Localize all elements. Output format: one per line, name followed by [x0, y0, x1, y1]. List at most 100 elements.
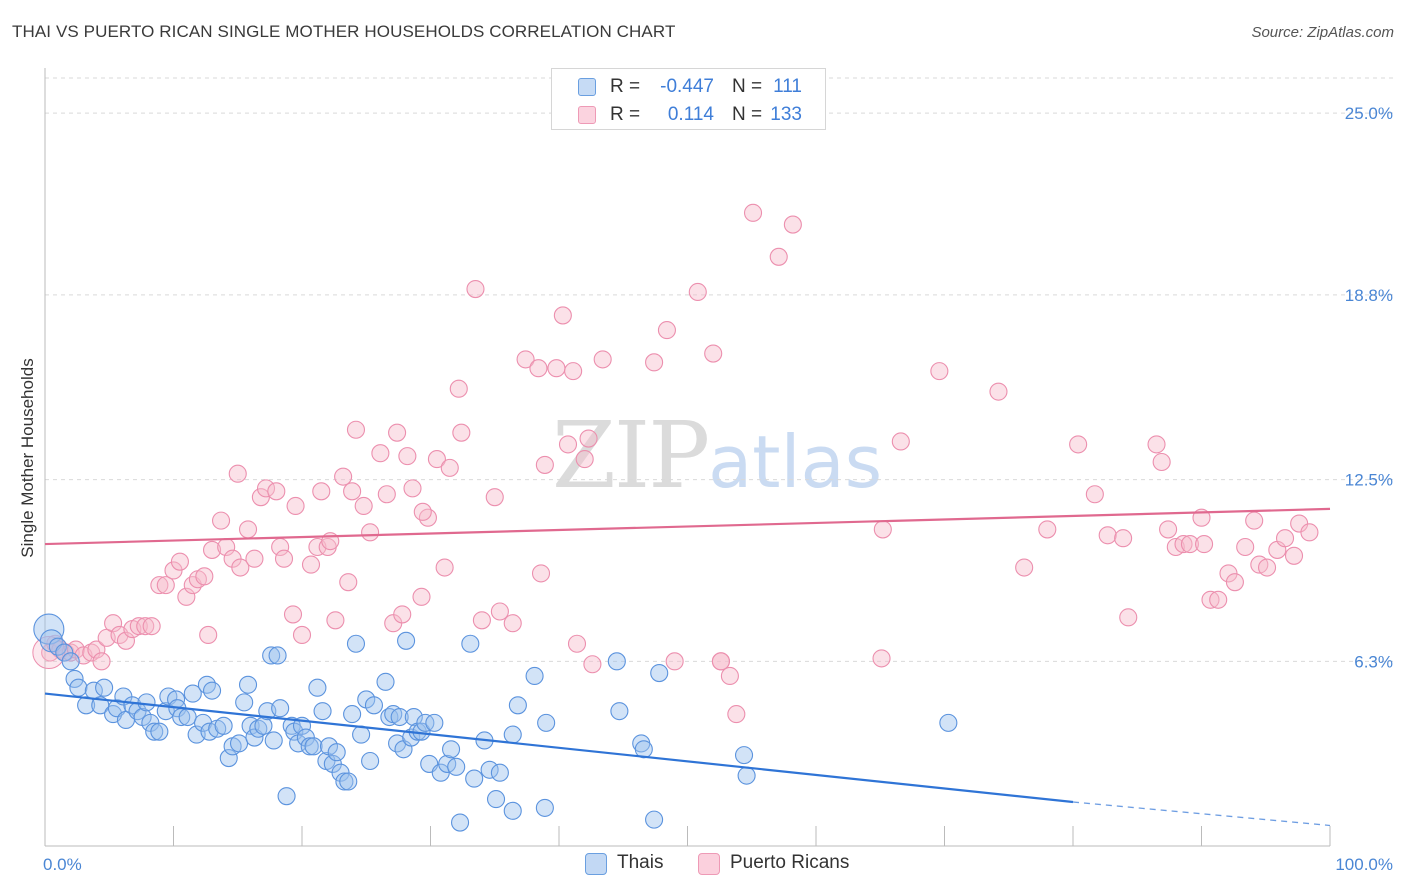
- puerto-ricans-point: [1147, 435, 1166, 454]
- puerto-ricans-point: [529, 359, 548, 378]
- puerto-ricans-swatch: [698, 853, 720, 875]
- puerto-ricans-point: [989, 382, 1008, 401]
- thais-trend-extension: [1072, 801, 1331, 827]
- thais-point: [95, 678, 114, 697]
- puerto-ricans-point: [547, 359, 566, 378]
- puerto-ricans-point: [472, 611, 491, 630]
- grid-lines: [45, 77, 1395, 662]
- puerto-ricans-point: [688, 282, 707, 302]
- thais-point: [650, 664, 669, 683]
- puerto-ricans-point: [231, 558, 250, 577]
- puerto-ricans-point: [156, 576, 175, 595]
- thais-point: [390, 707, 409, 727]
- puerto-ricans-point: [371, 444, 390, 463]
- thais-point: [203, 681, 222, 700]
- puerto-ricans-point: [531, 564, 551, 583]
- puerto-ricans-point: [1300, 523, 1319, 542]
- puerto-ricans-point: [1174, 535, 1193, 554]
- thais-point: [376, 672, 395, 691]
- thais-point: [137, 693, 156, 712]
- puerto-ricans-point: [567, 634, 587, 653]
- puerto-ricans-point: [727, 705, 746, 724]
- thais-point: [123, 696, 142, 715]
- puerto-ricans-point: [1201, 590, 1220, 609]
- trend-lines: [44, 507, 1331, 827]
- r-value: -0.447: [660, 76, 714, 97]
- thais-swatch: [578, 78, 596, 96]
- puerto-ricans-point: [377, 485, 396, 504]
- axes: [44, 68, 1331, 847]
- thais-point: [734, 746, 754, 765]
- thais-point: [645, 810, 664, 829]
- thais-point: [145, 722, 164, 741]
- puerto-ricans-point: [1085, 485, 1104, 504]
- thais-point: [150, 722, 169, 741]
- puerto-ricans-point: [449, 379, 468, 398]
- thais-point: [425, 713, 444, 732]
- puerto-ricans-point: [720, 666, 739, 686]
- thais-point: [346, 634, 366, 653]
- puerto-ricans-point: [1098, 526, 1117, 545]
- puerto-ricans-point: [199, 625, 218, 644]
- puerto-ricans-point: [490, 602, 509, 621]
- puerto-ricans-point: [87, 640, 106, 659]
- thais-point: [65, 669, 84, 688]
- thais-point: [268, 646, 287, 665]
- puerto-ricans-point: [440, 458, 459, 477]
- puerto-ricans-point: [1209, 590, 1228, 609]
- zipatlas-watermark: ZIPatlas: [552, 402, 882, 509]
- puerto-ricans-point: [116, 631, 136, 650]
- puerto-ricans-point: [286, 496, 305, 516]
- thais-point: [264, 731, 283, 750]
- legend-row-thais: R = -0.447 N = 111: [552, 73, 825, 101]
- puerto-ricans-point: [485, 488, 504, 507]
- puerto-ricans-point: [466, 280, 485, 299]
- n-value: 133: [770, 104, 802, 125]
- puerto-ricans-point: [452, 423, 471, 442]
- puerto-ricans-point: [251, 488, 270, 507]
- thais-point: [503, 725, 522, 744]
- puerto-ricans-point: [150, 576, 169, 595]
- thais-point: [229, 734, 249, 753]
- thais-point: [404, 707, 423, 727]
- puerto-ricans-point: [1180, 535, 1199, 554]
- thais-trend-line: [44, 692, 1074, 804]
- puerto-ricans-point: [326, 611, 345, 630]
- puerto-ricans-point: [1195, 535, 1214, 554]
- puerto-ricans-point: [228, 464, 247, 483]
- puerto-ricans-point: [711, 652, 730, 671]
- puerto-ricans-point: [393, 605, 412, 624]
- thais-point: [214, 716, 233, 735]
- y-tick-label: 6.3%: [1354, 652, 1393, 671]
- puerto-ricans-point: [1284, 546, 1304, 565]
- puerto-ricans-point: [743, 203, 763, 222]
- thais-point: [352, 725, 371, 744]
- thais-point: [525, 666, 544, 686]
- thais-point: [447, 757, 466, 776]
- watermark-zip: ZIP: [552, 402, 710, 509]
- thais-point: [313, 702, 332, 721]
- puerto-ricans-point: [564, 362, 583, 381]
- y-tick-label: 25.0%: [1345, 104, 1393, 123]
- thais-point: [300, 737, 319, 756]
- thais-point: [610, 702, 629, 721]
- thais-point: [490, 763, 509, 782]
- puerto-ricans-point: [129, 617, 148, 636]
- puerto-ricans-point: [104, 614, 123, 633]
- n-label: N =: [732, 104, 763, 125]
- puerto-ricans-point: [339, 573, 358, 592]
- legend-label-puerto-ricans: Puerto Ricans: [730, 852, 850, 873]
- puerto-ricans-point: [388, 423, 407, 442]
- puerto-ricans-swatch: [578, 106, 596, 124]
- puerto-ricans-point: [354, 496, 373, 516]
- puerto-ricans-point: [427, 450, 446, 469]
- x-tick-label-max: 100.0%: [1335, 855, 1393, 874]
- n-label: N =: [732, 76, 763, 97]
- puerto-ricans-point: [704, 344, 723, 363]
- puerto-ricans-point: [516, 350, 535, 369]
- thais-point: [304, 737, 323, 756]
- puerto-ricans-point: [301, 555, 321, 574]
- puerto-ricans-point: [170, 552, 189, 571]
- watermark-atlas: atlas: [708, 420, 883, 504]
- thais-point: [262, 646, 281, 665]
